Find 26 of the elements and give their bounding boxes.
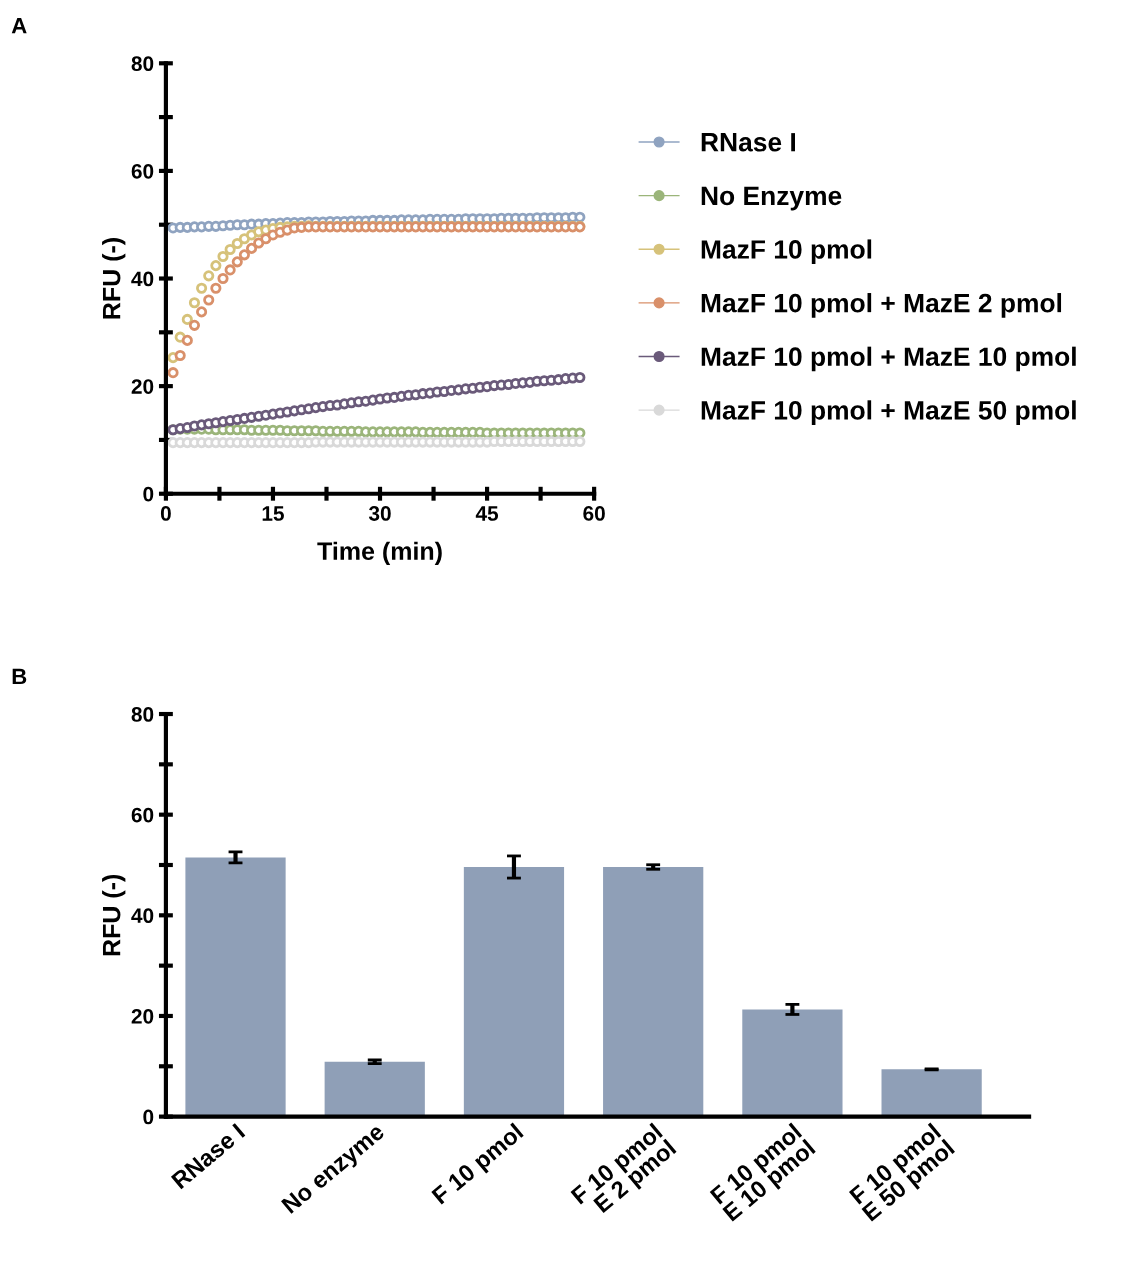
- y-tick-label: 40: [131, 271, 154, 287]
- legend-label: MazF 10 pmol + MazE 2 pmol: [701, 293, 1062, 318]
- y-tick-label: 80: [131, 707, 154, 722]
- y-tick-label: 60: [131, 163, 154, 179]
- text: B: [12, 668, 27, 685]
- y-axis-title: RFU (-): [102, 874, 126, 956]
- x-tick-label: 0: [160, 506, 171, 521]
- y-tick-label: 80: [131, 56, 154, 72]
- y-tick-label: 40: [131, 908, 154, 924]
- x-tick-label: 45: [475, 506, 499, 521]
- x-tick-label: 15: [262, 506, 284, 521]
- y-tick-label: 0: [143, 486, 154, 502]
- y-tick-label: 20: [131, 1008, 154, 1024]
- y-tick-label: 0: [143, 1109, 154, 1125]
- text: A: [11, 18, 27, 34]
- legend-label: MazF 10 pmol + MazE 50 pmol: [701, 400, 1076, 425]
- y-tick-label: 20: [131, 379, 154, 394]
- legend-label: RNase I: [701, 133, 796, 152]
- x-tick-label: 30: [368, 506, 391, 521]
- x-tick-label: 60: [583, 506, 605, 521]
- y-tick-label: 60: [131, 807, 154, 823]
- legend-label: MazF 10 pmol: [701, 239, 872, 265]
- legend-label: No Enzyme: [701, 186, 842, 211]
- x-axis-title: Time (min): [317, 541, 442, 565]
- y-axis-title: RFU (-): [102, 238, 126, 319]
- legend-label: MazF 10 pmol + MazE 10 pmol: [701, 346, 1076, 372]
